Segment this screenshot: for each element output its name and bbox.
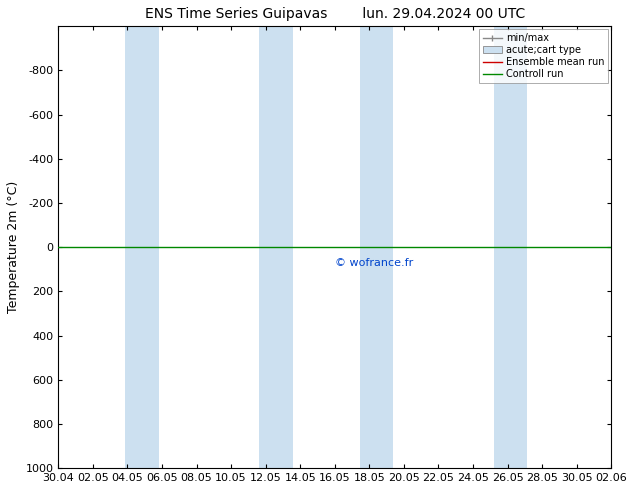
Bar xyxy=(360,26,394,468)
Text: © wofrance.fr: © wofrance.fr xyxy=(335,258,413,269)
Bar xyxy=(494,26,527,468)
Y-axis label: Temperature 2m (°C): Temperature 2m (°C) xyxy=(7,181,20,314)
Bar xyxy=(611,26,628,468)
Title: ENS Time Series Guipavas        lun. 29.04.2024 00 UTC: ENS Time Series Guipavas lun. 29.04.2024… xyxy=(145,7,525,21)
Bar xyxy=(259,26,293,468)
Legend: min/max, acute;cart type, Ensemble mean run, Controll run: min/max, acute;cart type, Ensemble mean … xyxy=(479,29,608,83)
Bar xyxy=(126,26,159,468)
